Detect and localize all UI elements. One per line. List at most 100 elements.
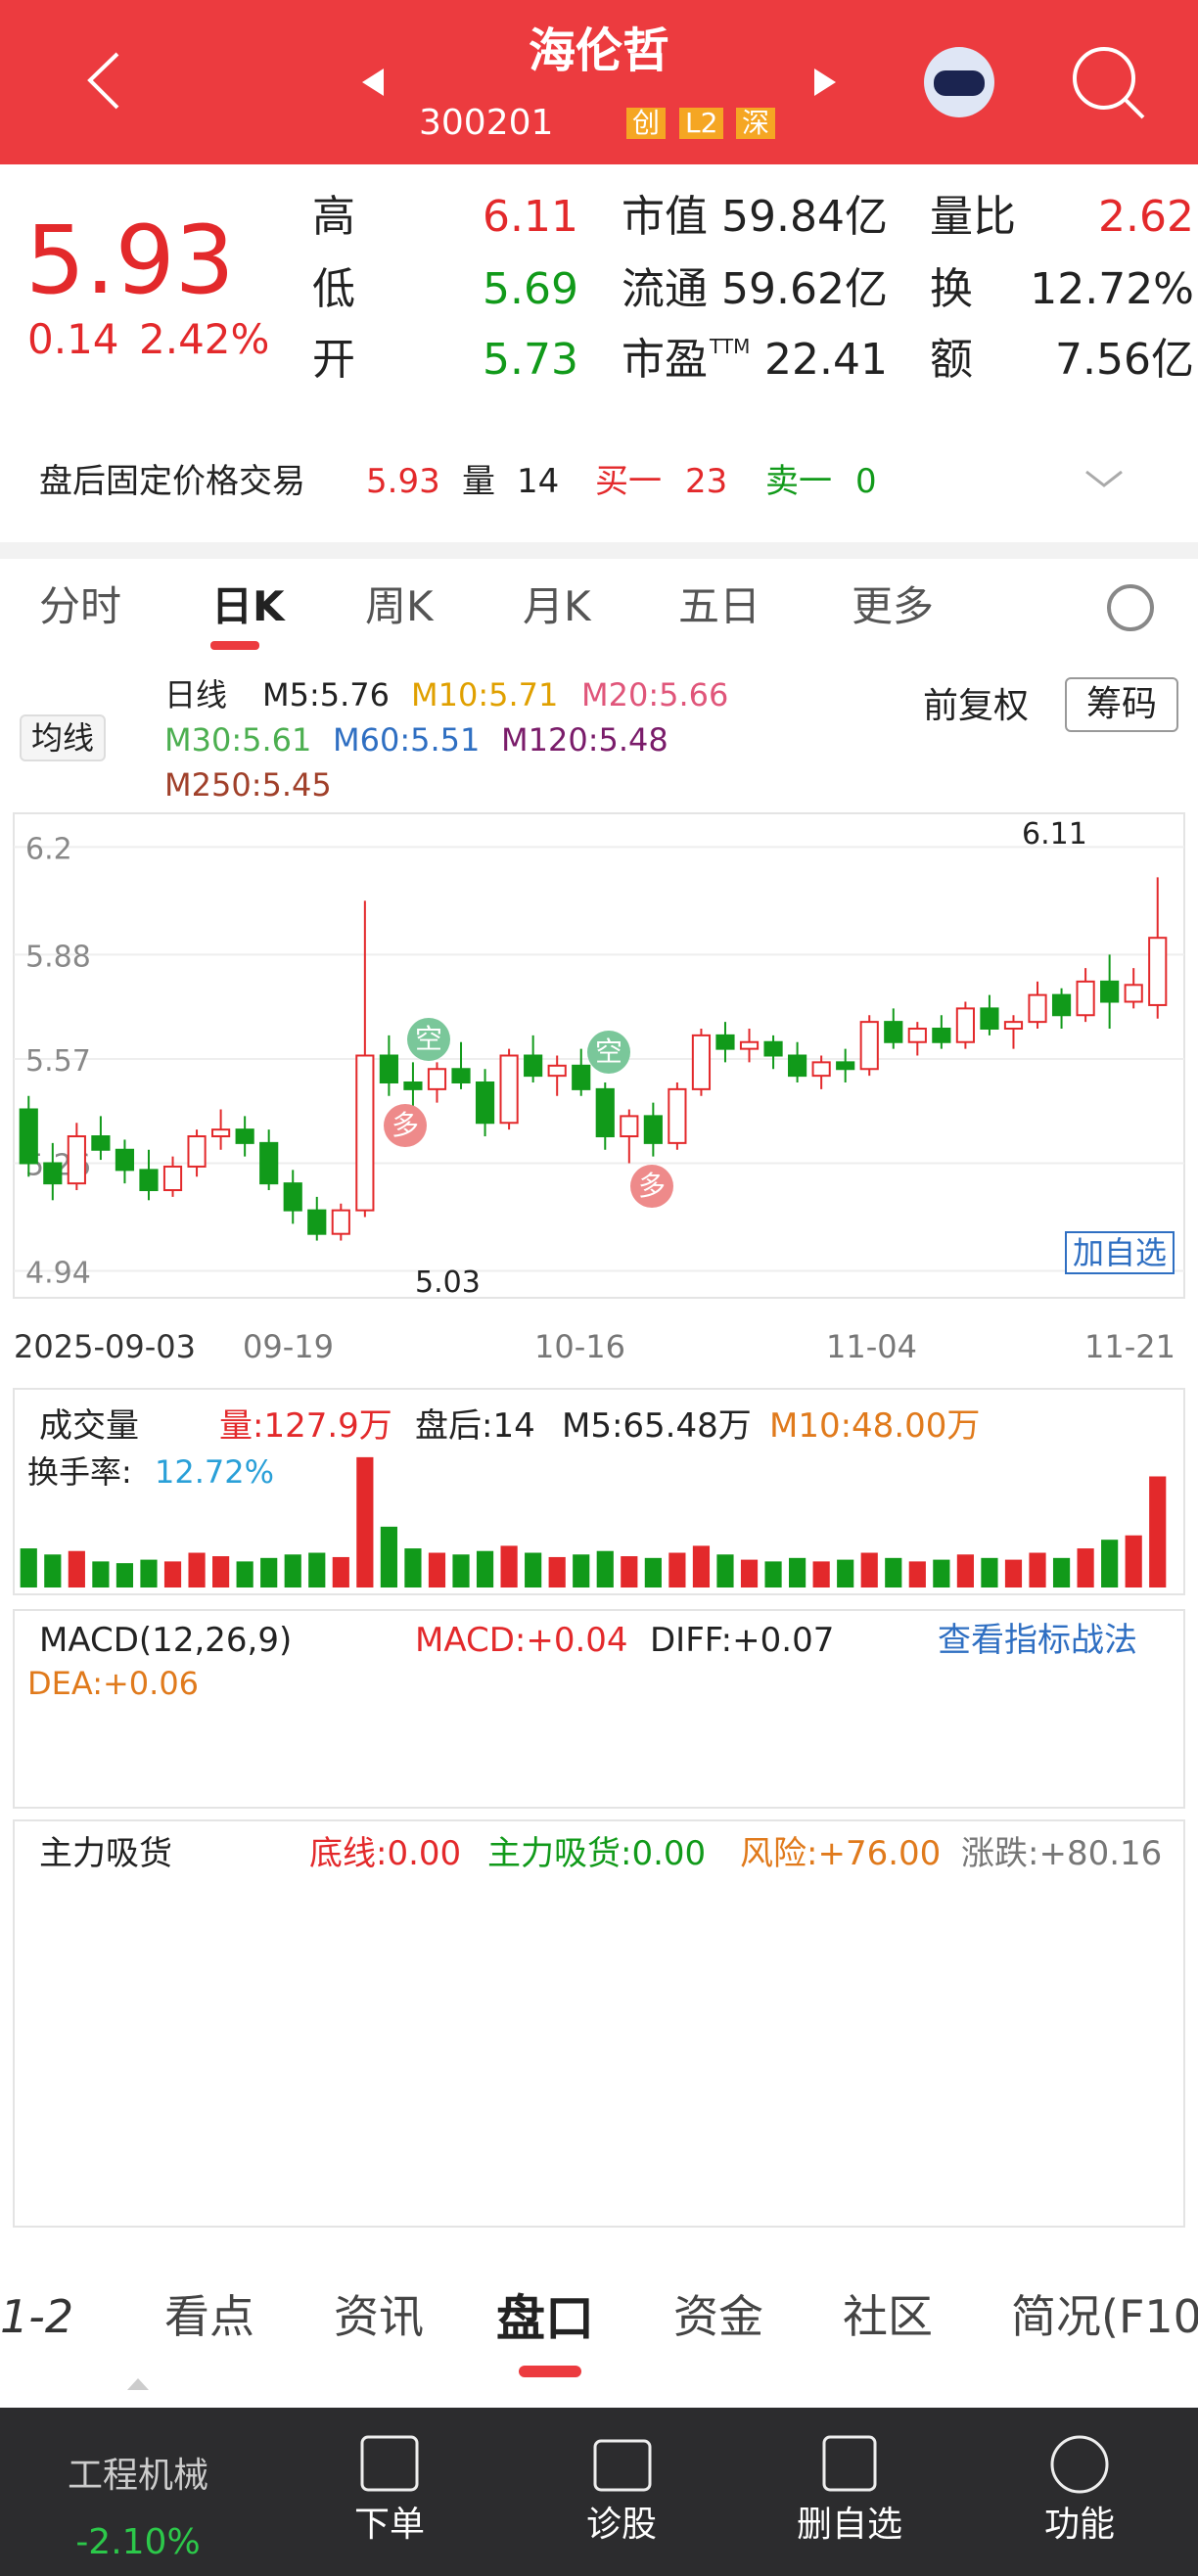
stat-label: 市值 <box>622 192 708 242</box>
icon <box>1050 2435 1109 2494</box>
change-pct: 2.42% <box>139 315 270 363</box>
candle-body <box>859 1021 879 1071</box>
candle-body <box>932 1028 951 1043</box>
footer-bar <box>0 2408 1198 2576</box>
footer-action[interactable]: 功能 <box>1043 2505 1115 2545</box>
robot-icon <box>934 70 985 96</box>
stat-value: 2.62 <box>1098 192 1194 242</box>
ma-legend: M5:5.76 <box>262 676 390 713</box>
tab[interactable]: 分时 <box>39 582 122 630</box>
candle-body <box>475 1081 495 1125</box>
icon <box>593 2439 652 2492</box>
separator <box>0 542 1198 559</box>
main-force-item: 底线:0.00 <box>309 1834 462 1873</box>
buy-label: 买一 <box>595 462 662 501</box>
candle-body <box>884 1021 903 1043</box>
prev-stock[interactable] <box>362 69 384 96</box>
volume-bar <box>789 1557 806 1587</box>
bottom-tab[interactable]: 资金 <box>673 2290 763 2343</box>
date-label: 11-21 <box>1084 1328 1175 1365</box>
volume-bar <box>860 1552 878 1587</box>
tab[interactable]: 月K <box>523 582 591 630</box>
candle-body <box>1051 993 1072 1017</box>
volume-bar <box>1052 1557 1071 1587</box>
tab[interactable]: 日K <box>211 582 285 630</box>
macd-value: MACD:+0.04 <box>415 1621 628 1660</box>
candle-body <box>763 1040 783 1057</box>
after-hours-vol: 14 <box>517 462 560 501</box>
volume-bar <box>885 1557 902 1587</box>
volume-item: M10:48.00万 <box>769 1406 981 1446</box>
tab[interactable]: 更多 <box>852 582 935 630</box>
sector[interactable]: 工程机械 <box>67 2456 208 2496</box>
y-tick-label: 6.2 <box>25 832 72 866</box>
macd-title[interactable]: MACD(12,26,9) <box>39 1621 293 1660</box>
macd-link[interactable]: 查看指标战法 <box>938 1621 1137 1660</box>
stat-value: 5.69 <box>483 264 578 314</box>
candle-body <box>1124 984 1143 1003</box>
footer-action[interactable]: 下单 <box>353 2505 425 2545</box>
search-icon[interactable] <box>1073 47 1135 110</box>
volume-bar <box>1149 1476 1167 1587</box>
candle-body <box>524 1054 543 1078</box>
sell-value: 0 <box>855 462 877 501</box>
dea-value: DEA:+0.06 <box>27 1665 200 1702</box>
bottom-tab[interactable]: 1-2 <box>0 2290 74 2343</box>
bottom-tab[interactable]: 简况(F10 <box>1011 2290 1198 2343</box>
candle-body <box>836 1061 855 1071</box>
stat-label: 开 <box>312 335 355 385</box>
candle-body <box>620 1115 639 1137</box>
ma-button[interactable]: 均线 <box>20 714 107 761</box>
bottom-tab[interactable]: 社区 <box>843 2290 933 2343</box>
settings-icon[interactable] <box>1107 584 1154 631</box>
stat-value: 22.41 <box>764 335 888 385</box>
search-icon[interactable] <box>1124 98 1145 119</box>
bottom-tab[interactable]: 盘口 <box>496 2290 594 2347</box>
candle-body <box>451 1068 471 1083</box>
ma-legend: M10:5.71 <box>411 676 559 713</box>
bottom-tab[interactable]: 看点 <box>164 2290 254 2343</box>
volume-bar <box>44 1554 62 1587</box>
volume-bar <box>1125 1535 1142 1587</box>
add-watch[interactable]: 加自选 <box>1065 1231 1175 1274</box>
volume-bar <box>476 1550 494 1587</box>
stat-sup: TTM <box>710 335 751 358</box>
volume-item: 量:127.9万 <box>219 1406 392 1446</box>
volume-title[interactable]: 成交量 <box>39 1406 139 1446</box>
stat-label: 额 <box>930 335 973 385</box>
volume-item: M5:65.48万 <box>562 1406 752 1446</box>
adjust[interactable]: 前复权 <box>923 686 1030 726</box>
candle-body <box>283 1182 302 1212</box>
ma-legend: M250:5.45 <box>164 766 332 804</box>
candle-body <box>403 1081 423 1090</box>
candle-body <box>379 1054 398 1083</box>
candle-body <box>980 1007 999 1030</box>
candle-body <box>115 1148 135 1172</box>
candle-body <box>427 1068 447 1090</box>
candle-body <box>162 1165 183 1191</box>
bottom-tab[interactable]: 资讯 <box>334 2290 424 2343</box>
tab[interactable]: 周K <box>365 582 434 630</box>
sell-label: 卖一 <box>765 462 832 501</box>
candle-body <box>1100 980 1120 1003</box>
back-icon[interactable] <box>87 52 119 110</box>
footer-action[interactable]: 删自选 <box>796 2505 902 2545</box>
main-force-item: 风险:+76.00 <box>740 1834 942 1873</box>
next-stock[interactable] <box>814 69 836 96</box>
volume-bar <box>236 1561 253 1587</box>
volume-bar <box>956 1554 974 1587</box>
volume-bar <box>140 1559 158 1587</box>
stat-label: 换 <box>930 264 973 314</box>
date-label: 10-16 <box>534 1328 625 1365</box>
up-arrow <box>127 2378 149 2390</box>
tab[interactable]: 五日 <box>678 582 761 630</box>
candle-body <box>235 1128 254 1144</box>
footer-action[interactable]: 诊股 <box>585 2505 657 2545</box>
chips-button[interactable]: 筹码 <box>1065 677 1179 732</box>
volume-bar <box>20 1548 37 1587</box>
price: 5.93 <box>25 206 235 315</box>
expand-icon[interactable] <box>1085 470 1123 487</box>
main-force-title[interactable]: 主力吸货 <box>39 1834 172 1873</box>
volume-bar <box>68 1550 85 1587</box>
candle-body <box>187 1135 207 1168</box>
